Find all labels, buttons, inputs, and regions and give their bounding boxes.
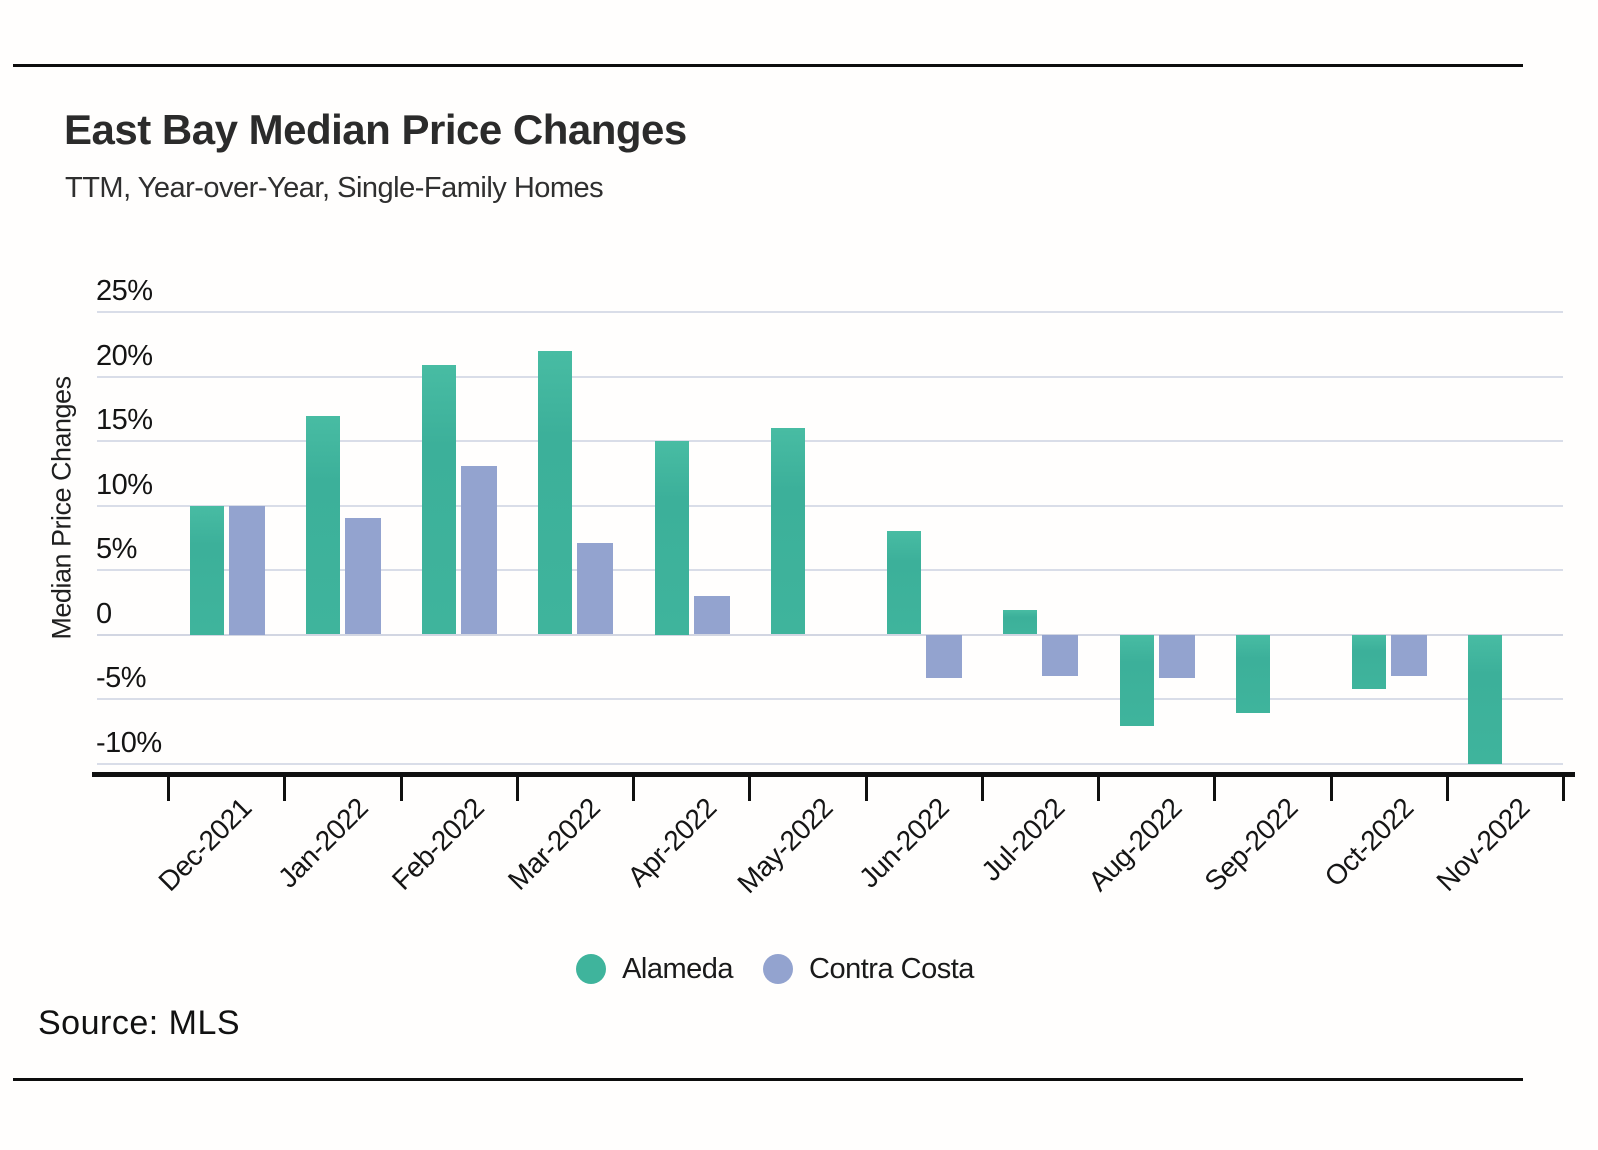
bar-contra-costa	[926, 634, 963, 679]
x-axis-tick	[1329, 772, 1333, 801]
x-axis-tick	[399, 772, 403, 801]
x-axis-tick	[1097, 772, 1100, 801]
gridline	[97, 504, 1563, 507]
y-tick-label: 15%	[96, 404, 153, 436]
legend-item-alameda: Alameda	[576, 952, 734, 986]
source-caption: Source: MLS	[38, 1004, 241, 1042]
bar-contra-costa	[1158, 634, 1195, 679]
chart-subtitle: TTM, Year-over-Year, Single-Family Homes	[65, 172, 604, 204]
zero-gridline	[97, 633, 1563, 636]
bar-contra-costa	[228, 505, 265, 635]
x-axis-line	[92, 772, 1575, 777]
y-tick-label: -10%	[96, 726, 162, 759]
gridline	[97, 762, 1563, 765]
legend-item-contra-costa: Contra Costa	[763, 953, 974, 986]
bar-contra-costa	[1042, 634, 1079, 676]
x-axis-tick	[515, 772, 519, 801]
bar-alameda	[654, 441, 689, 635]
gridline	[97, 569, 1563, 571]
x-axis-tick	[167, 772, 170, 801]
y-tick-label: 10%	[96, 468, 153, 501]
x-axis-tick	[980, 772, 984, 801]
bar-contra-costa	[344, 518, 381, 635]
bar-alameda	[1235, 634, 1270, 714]
y-tick-label: 20%	[96, 339, 153, 372]
gridline	[97, 311, 1563, 313]
bottom-divider	[13, 1078, 1523, 1081]
bar-contra-costa	[577, 542, 614, 635]
bar-contra-costa	[1391, 634, 1428, 676]
y-tick-label: 0	[96, 597, 112, 630]
bar-alameda	[1352, 634, 1387, 689]
gridline	[97, 375, 1563, 378]
bar-contra-costa	[693, 595, 730, 635]
bar-alameda	[1003, 609, 1038, 635]
y-tick-label: -5%	[96, 662, 147, 694]
bar-alameda	[189, 505, 224, 635]
bar-alameda	[305, 416, 340, 635]
x-axis-tick	[1213, 772, 1217, 801]
y-tick-label: 5%	[96, 533, 137, 565]
x-axis-tick	[864, 772, 868, 801]
bar-alameda	[1119, 634, 1154, 727]
gridline	[97, 698, 1563, 700]
bar-alameda	[422, 364, 457, 635]
legend: Alameda Contra Costa	[0, 944, 1550, 994]
bar-alameda	[770, 428, 805, 635]
x-axis-tick	[1445, 772, 1449, 801]
bar-alameda	[887, 531, 922, 635]
gridline	[97, 440, 1563, 442]
top-divider	[13, 64, 1523, 67]
bar-alameda	[538, 350, 573, 635]
legend-label: Contra Costa	[809, 952, 974, 985]
legend-swatch-icon	[763, 954, 794, 984]
x-axis-tick	[748, 772, 752, 801]
bar-alameda	[1468, 634, 1503, 764]
bar-contra-costa	[461, 465, 498, 635]
x-axis-tick	[632, 772, 635, 801]
x-axis-tick	[283, 772, 287, 801]
y-tick-label: 25%	[96, 275, 153, 307]
chart-title: East Bay Median Price Changes	[64, 106, 687, 153]
legend-label: Alameda	[622, 952, 734, 985]
x-axis-tick	[1562, 772, 1565, 801]
legend-swatch-icon	[576, 954, 607, 984]
